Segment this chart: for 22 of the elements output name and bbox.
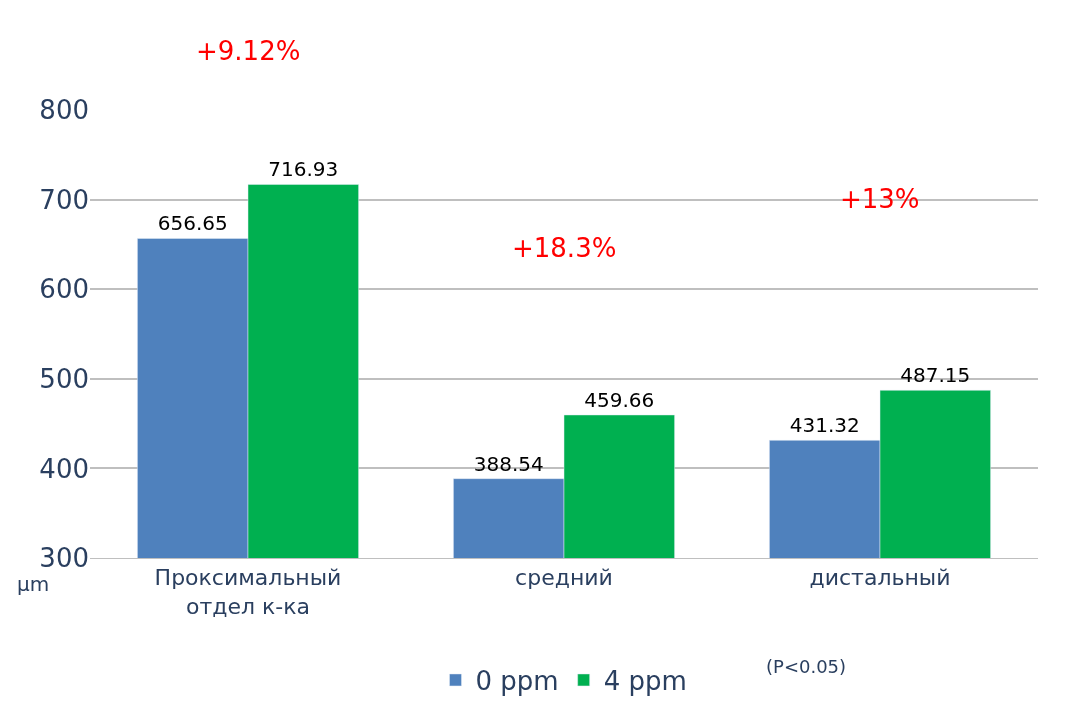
text: (P<0.05)	[766, 656, 847, 677]
y-tick-label: 800	[39, 95, 89, 126]
y-tick-label: 400	[39, 453, 89, 484]
data-label: 487.15	[900, 363, 971, 388]
legend-label: 0 ppm	[475, 666, 559, 697]
data-label: 431.32	[789, 413, 860, 438]
y-tick-label: 300	[39, 543, 89, 574]
x-tick-label: средний	[515, 565, 613, 591]
data-label: 716.93	[268, 157, 339, 182]
text: +9.12%	[196, 36, 301, 66]
legend-label: 4 ppm	[603, 666, 687, 697]
y-tick-label: 700	[39, 184, 89, 215]
annotation: +18.3%	[512, 233, 617, 263]
data-label: 459.66	[584, 387, 655, 412]
data-label: 656.65	[157, 211, 228, 236]
annotation: +13%	[840, 184, 920, 214]
y-axis-title: µm	[17, 572, 50, 596]
x-tick-label: дистальный	[809, 565, 951, 591]
y-tick-label: 600	[39, 274, 89, 305]
data-label: 388.54	[473, 451, 544, 476]
y-tick-label: 500	[39, 363, 89, 394]
x-tick-label: Проксимальный отдел к-ка	[154, 565, 342, 619]
